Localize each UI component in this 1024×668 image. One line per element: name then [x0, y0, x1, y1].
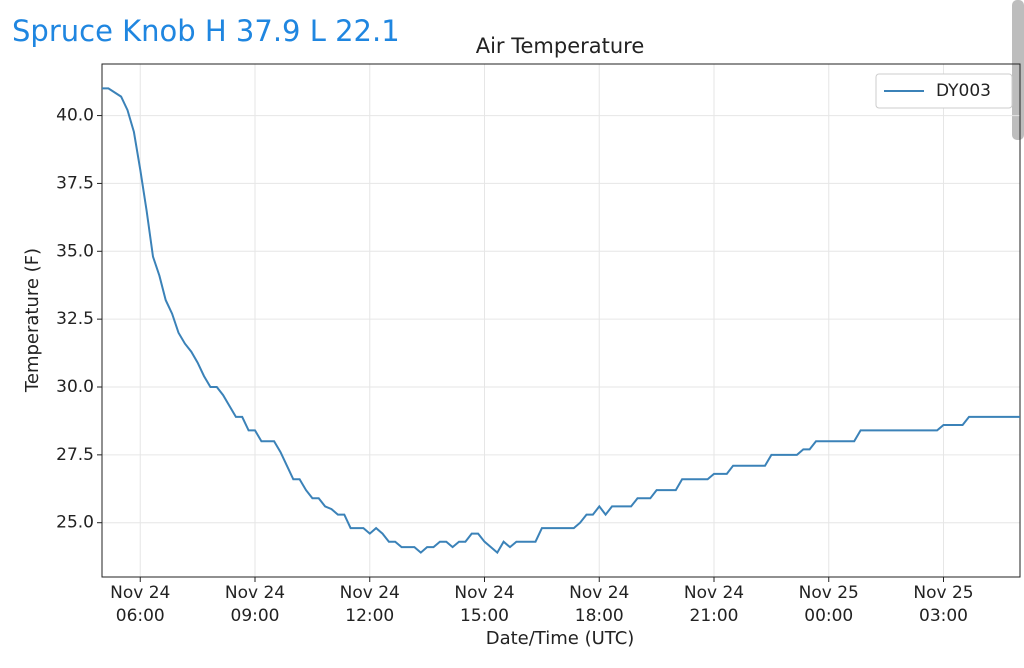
x-tick-label: Nov 24 21:00	[684, 583, 744, 626]
chart-title: Air Temperature	[476, 34, 645, 58]
x-tick-label: Nov 25 03:00	[913, 583, 973, 626]
x-tick-label: Nov 24 06:00	[110, 583, 170, 626]
legend-label: DY003	[936, 81, 991, 101]
data-line	[102, 87, 1020, 555]
x-tick-label: Nov 24 12:00	[340, 583, 400, 626]
y-tick-label: 35.0	[56, 241, 94, 261]
plot-frame	[101, 63, 1021, 578]
y-tick-label: 27.5	[56, 445, 94, 465]
y-tick-label: 37.5	[56, 173, 94, 193]
y-tick-label: 32.5	[56, 309, 94, 329]
x-tick-label: Nov 24 09:00	[225, 583, 285, 626]
page-title: Spruce Knob H 37.9 L 22.1	[12, 14, 400, 48]
x-tick-label: Nov 24 18:00	[569, 583, 629, 626]
y-axis-label: Temperature (F)	[22, 248, 43, 393]
y-tick-label: 25.0	[56, 513, 94, 533]
scrollbar[interactable]	[1012, 0, 1024, 140]
y-tick-label: 40.0	[56, 106, 94, 126]
x-axis-label: Date/Time (UTC)	[486, 628, 635, 649]
y-tick-label: 30.0	[56, 377, 94, 397]
legend-box	[875, 73, 1013, 109]
x-tick-label: Nov 25 00:00	[799, 583, 859, 626]
x-tick-label: Nov 24 15:00	[454, 583, 514, 626]
